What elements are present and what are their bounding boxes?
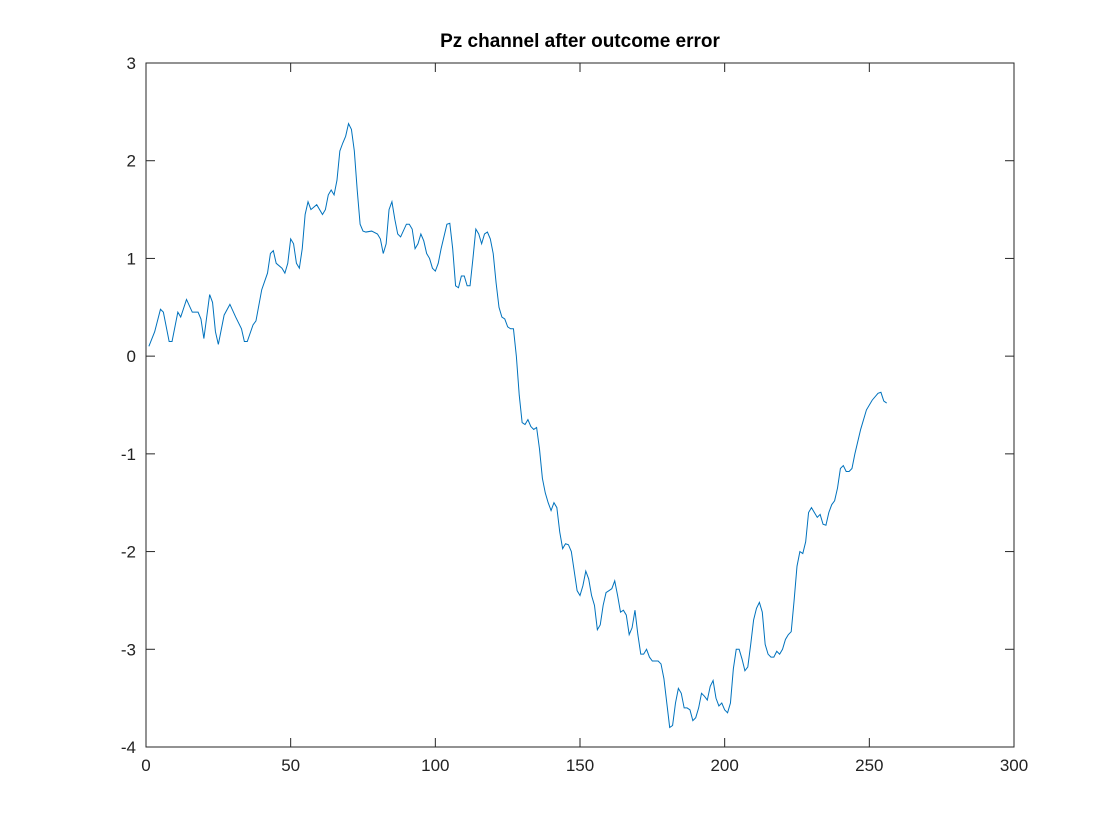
y-tick-label: -2 — [121, 543, 136, 562]
x-tick-label: 50 — [281, 756, 300, 775]
y-tick-label: 1 — [127, 249, 136, 268]
y-tick-label: -1 — [121, 445, 136, 464]
x-tick-label: 250 — [855, 756, 883, 775]
y-tick-label: -4 — [121, 738, 136, 757]
data-line — [148, 122, 887, 729]
x-tick-label: 100 — [421, 756, 449, 775]
x-tick-label: 200 — [710, 756, 738, 775]
y-tick-label: 3 — [127, 54, 136, 73]
y-tick-label: -3 — [121, 640, 136, 659]
y-tick-label: 2 — [127, 152, 136, 171]
x-tick-label: 0 — [141, 756, 150, 775]
x-tick-label: 300 — [1000, 756, 1028, 775]
chart-title: Pz channel after outcome error — [440, 31, 720, 52]
x-tick-label: 150 — [566, 756, 594, 775]
y-tick-label: 0 — [127, 347, 136, 366]
axes-box — [145, 62, 1015, 748]
